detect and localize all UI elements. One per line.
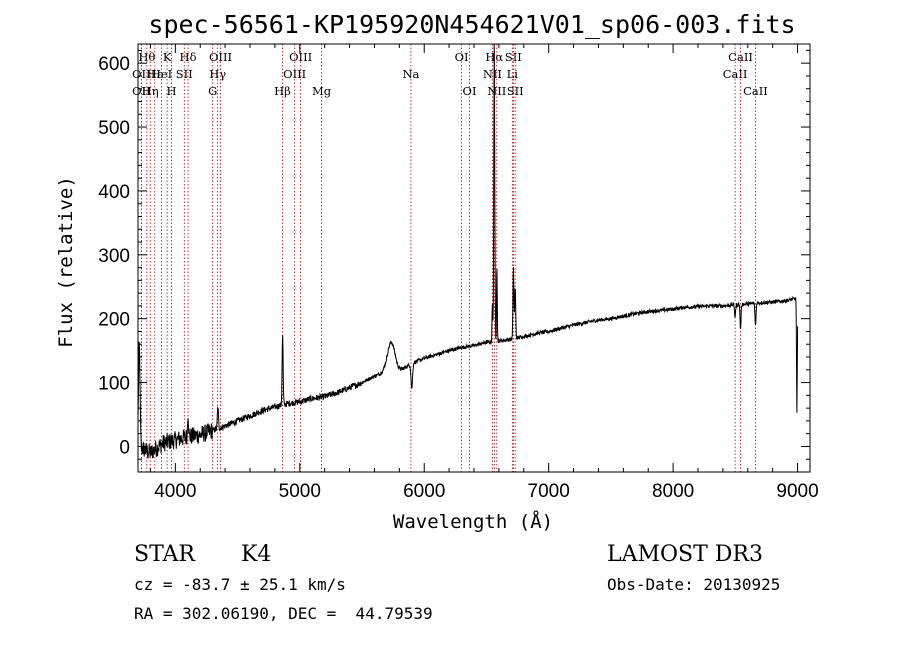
spectral-line-label: Mg bbox=[312, 84, 332, 98]
spectral-line-label: Hδ bbox=[180, 50, 197, 64]
y-tick-label: 300 bbox=[98, 246, 130, 267]
spectral-line-label: H bbox=[166, 84, 176, 98]
x-tick-label: 5000 bbox=[279, 481, 321, 502]
x-tick-label: 7000 bbox=[528, 481, 570, 502]
spectral-line-label: OII bbox=[132, 67, 151, 81]
spectral-line-label: HeI bbox=[151, 67, 172, 81]
observation-date: Obs-Date: 20130925 bbox=[607, 575, 780, 594]
y-tick-label: 600 bbox=[98, 54, 130, 75]
spectral-line-label: SII bbox=[507, 84, 524, 98]
y-tick-label: 100 bbox=[98, 374, 130, 395]
axis-ticks: 4000 5000 6000 7000 8000 9000 0 100 200 300 400 500… bbox=[98, 44, 819, 502]
x-tick-label: 6000 bbox=[403, 481, 445, 502]
spectral-line-label: Hθ bbox=[138, 50, 155, 64]
spectral-line-label: G bbox=[208, 84, 217, 98]
spectral-line-label: OIII bbox=[289, 50, 312, 64]
object-class: STAR bbox=[134, 542, 196, 567]
y-tick-label: 0 bbox=[119, 437, 130, 458]
survey-name: LAMOST DR3 bbox=[607, 542, 763, 567]
spectral-line-label: OI bbox=[463, 84, 477, 98]
spectral-line-label: Hε bbox=[147, 67, 163, 81]
x-tick-label: 4000 bbox=[154, 481, 196, 502]
spectrum-series bbox=[137, 43, 799, 459]
spectral-line-label: Hη bbox=[142, 84, 159, 98]
y-tick-label: 400 bbox=[98, 182, 130, 203]
spectral-line-label: CaII bbox=[723, 67, 748, 81]
spectral-line-label: NII bbox=[487, 84, 506, 98]
spectral-line-label: OII bbox=[132, 84, 151, 98]
spectral-line-label: Hβ bbox=[274, 84, 291, 98]
spectral-line-label: K bbox=[163, 50, 172, 64]
x-tick-label: 9000 bbox=[776, 481, 818, 502]
spectral-line-markers: OIIOIIHθHηHεHeIKHSIIHδGHγOIIIHβOIIIOIIIM… bbox=[132, 44, 768, 472]
spectrum-line bbox=[137, 43, 799, 459]
spectral-line-label: OIII bbox=[283, 67, 306, 81]
redshift-cz: cz = -83.7 ± 25.1 km/s bbox=[134, 575, 346, 594]
spectral-line-label: SII bbox=[176, 67, 193, 81]
y-tick-label: 500 bbox=[98, 118, 130, 139]
coordinates: RA = 302.06190, DEC = 44.79539 bbox=[134, 604, 433, 623]
spectral-line-label: Na bbox=[402, 67, 419, 81]
spectral-line-label: NII bbox=[483, 67, 502, 81]
spectral-line-label: Hγ bbox=[209, 67, 226, 81]
spectral-line-label: CaII bbox=[743, 84, 768, 98]
y-axis-label: Flux (relative) bbox=[55, 176, 77, 348]
chart-title: spec-56561-KP195920N454621V01_sp06-003.f… bbox=[148, 10, 795, 39]
spectral-line-label: OIII bbox=[209, 50, 232, 64]
y-tick-label: 200 bbox=[98, 310, 130, 331]
x-tick-label: 8000 bbox=[652, 481, 694, 502]
spectral-line-label: SII bbox=[505, 50, 522, 64]
spectral-line-label: OI bbox=[455, 50, 469, 64]
spectral-line-label: Li bbox=[507, 67, 519, 81]
x-axis-label: Wavelength (Å) bbox=[393, 510, 553, 533]
spectral-line-label: CaII bbox=[728, 50, 753, 64]
object-subclass: K4 bbox=[241, 542, 271, 567]
plot-frame bbox=[137, 43, 811, 473]
